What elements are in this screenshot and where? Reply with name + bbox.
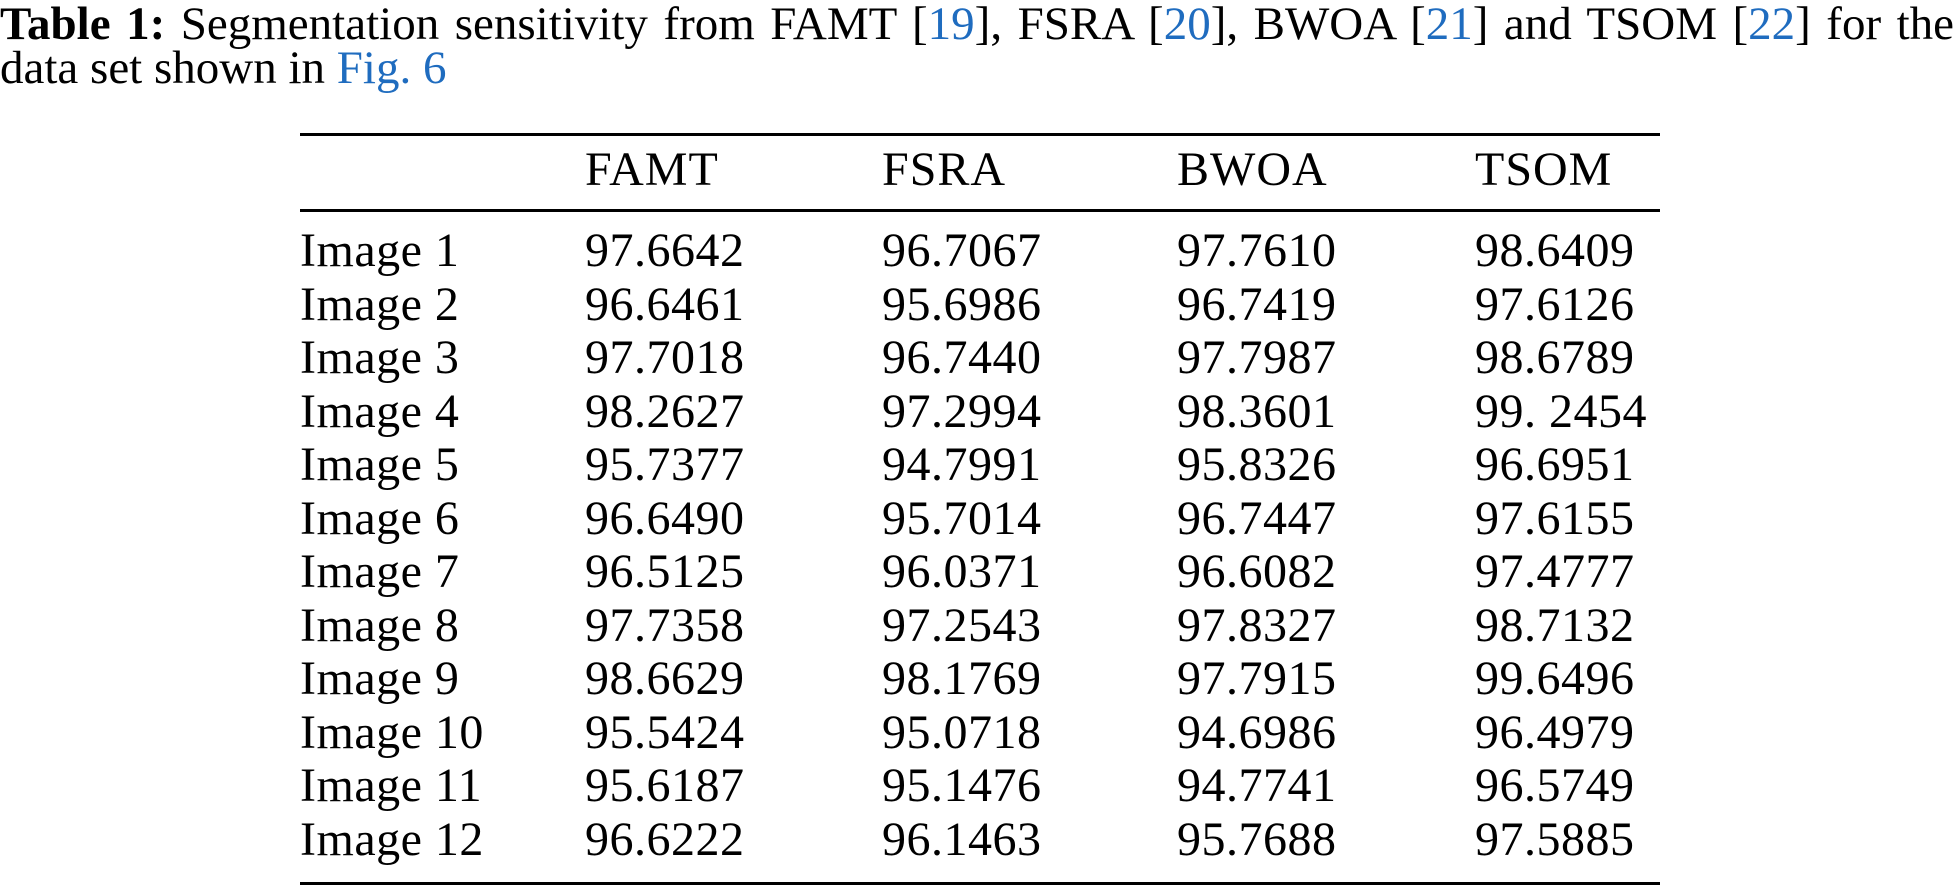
citation-22-link[interactable]: 22 (1748, 0, 1796, 50)
cell-value: 96.6951 (1475, 438, 1635, 491)
table-row: Image 2 96.6461 95.6986 96.7419 97.6126 (300, 278, 1660, 332)
cell-value: 99.6496 (1475, 652, 1635, 705)
cell-value: 98.6789 (1475, 331, 1635, 384)
header-row: FAMT FSRA BWOA TSOM (300, 133, 1660, 212)
row-label: Image 6 (300, 491, 460, 545)
row-label: Image 4 (300, 384, 460, 438)
cell-value: 96.7067 (882, 224, 1042, 277)
table-row: Image 6 96.6490 95.7014 96.7447 97.6155 (300, 492, 1660, 546)
table-row: Image 12 96.6222 96.1463 95.7688 97.5885 (300, 813, 1660, 884)
cell-value: 96.6490 (585, 491, 745, 545)
table-row: Image 11 95.6187 95.1476 94.7741 96.5749 (300, 759, 1660, 813)
cell-value: 95.7014 (882, 491, 1042, 545)
cell-value: 96.5125 (585, 545, 745, 598)
row-label: Image 10 (300, 705, 484, 759)
cell-value: 94.7991 (882, 438, 1042, 491)
table-row: Image 5 95.7377 94.7991 95.8326 96.6951 (300, 438, 1660, 492)
column-header-tsom: TSOM (1475, 133, 1660, 212)
caption-text: ], FSRA [ (974, 0, 1164, 50)
segmentation-sensitivity-table: FAMT FSRA BWOA TSOM Image 1 97.6642 96.706… (300, 133, 1660, 885)
row-label: Image 7 (300, 545, 460, 598)
cell-value: 96.6082 (1177, 545, 1337, 598)
row-label: Image 2 (300, 277, 460, 331)
cell-value: 97.2543 (882, 598, 1042, 652)
caption-text: data set shown in (0, 42, 337, 94)
cell-value: 98.1769 (882, 652, 1042, 705)
citation-21-link[interactable]: 21 (1425, 0, 1473, 50)
row-label: Image 9 (300, 652, 460, 705)
row-label: Image 3 (300, 331, 460, 384)
cell-value: 95.6986 (882, 277, 1042, 331)
table-row: Image 1 97.6642 96.7067 97.7610 98.6409 (300, 211, 1660, 278)
cell-value: 94.6986 (1177, 705, 1337, 759)
cell-value: 94.7741 (1177, 759, 1337, 812)
column-header-bwoa: BWOA (1177, 133, 1475, 212)
cell-value: 96.1463 (882, 812, 1042, 866)
caption-line-2: data set shown in Fig. 6 (0, 45, 1954, 92)
cell-value: 96.7440 (882, 331, 1042, 384)
cell-value: 98.6409 (1475, 224, 1635, 277)
cell-value: 97.7610 (1177, 224, 1337, 277)
table-row: Image 3 97.7018 96.7440 97.7987 98.6789 (300, 331, 1660, 385)
cell-value: 97.5885 (1475, 812, 1635, 866)
cell-value: 95.0718 (882, 705, 1042, 759)
cell-value: 95.8326 (1177, 438, 1337, 491)
table-row: Image 4 98.2627 97.2994 98.3601 99. 2454 (300, 385, 1660, 439)
figure-6-link[interactable]: Fig. 6 (336, 42, 447, 94)
table-row: Image 10 95.5424 95.0718 94.6986 96.4979 (300, 706, 1660, 760)
cell-value: 98.7132 (1475, 598, 1635, 652)
cell-value: 96.6222 (585, 812, 745, 866)
cell-value: 97.7018 (585, 331, 745, 384)
cell-value: 97.6155 (1475, 491, 1635, 545)
caption-text: ], BWOA [ (1210, 0, 1426, 50)
caption-label: Table 1: (0, 0, 166, 50)
cell-value: 95.1476 (882, 759, 1042, 812)
table-row: Image 9 98.6629 98.1769 97.7915 99.6496 (300, 652, 1660, 706)
cell-value: 97.6126 (1475, 277, 1635, 331)
table-caption: Table 1: Segmentation sensitivity from F… (0, 0, 1954, 92)
caption-text: ] and TSOM [ (1472, 0, 1749, 50)
cell-value: 96.4979 (1475, 705, 1635, 759)
row-label: Image 12 (300, 812, 484, 866)
cell-value: 98.6629 (585, 652, 745, 705)
row-label: Image 5 (300, 438, 460, 491)
cell-value: 96.6461 (585, 277, 745, 331)
row-label: Image 11 (300, 759, 483, 812)
citation-19-link[interactable]: 19 (927, 0, 975, 50)
cell-value: 97.7358 (585, 598, 745, 652)
cell-value: 97.7915 (1177, 652, 1337, 705)
cell-value: 98.2627 (585, 384, 745, 438)
cell-value: 99. 2454 (1475, 384, 1647, 438)
caption-text: Segmentation sensitivity from FAMT [ (165, 0, 928, 50)
table-row: Image 8 97.7358 97.2543 97.8327 98.7132 (300, 599, 1660, 653)
cell-value: 96.7419 (1177, 277, 1337, 331)
cell-value: 97.4777 (1475, 545, 1635, 598)
cell-value: 97.8327 (1177, 598, 1337, 652)
cell-value: 97.6642 (585, 224, 745, 277)
cell-value: 96.0371 (882, 545, 1042, 598)
cell-value: 98.3601 (1177, 384, 1337, 438)
row-label: Image 1 (300, 224, 460, 277)
cell-value: 95.7377 (585, 438, 745, 491)
cell-value: 96.7447 (1177, 491, 1337, 545)
table-header: FAMT FSRA BWOA TSOM (300, 133, 1660, 212)
cell-value: 96.5749 (1475, 759, 1635, 812)
table-body: Image 1 97.6642 96.7067 97.7610 98.6409 Image… (300, 211, 1660, 884)
column-header-fsra: FSRA (882, 133, 1177, 212)
cell-value: 97.7987 (1177, 331, 1337, 384)
cell-value: 95.7688 (1177, 812, 1337, 866)
column-header-famt: FAMT (585, 133, 882, 212)
table-row: Image 7 96.5125 96.0371 96.6082 97.4777 (300, 545, 1660, 599)
cell-value: 97.2994 (882, 384, 1042, 438)
cell-value: 95.5424 (585, 705, 745, 759)
corner-cell (300, 133, 585, 212)
citation-20-link[interactable]: 20 (1163, 0, 1211, 50)
cell-value: 95.6187 (585, 759, 745, 812)
caption-line-1: Table 1: Segmentation sensitivity from F… (0, 1, 1954, 48)
caption-text: ] for the (1795, 0, 1954, 50)
row-label: Image 8 (300, 598, 460, 652)
